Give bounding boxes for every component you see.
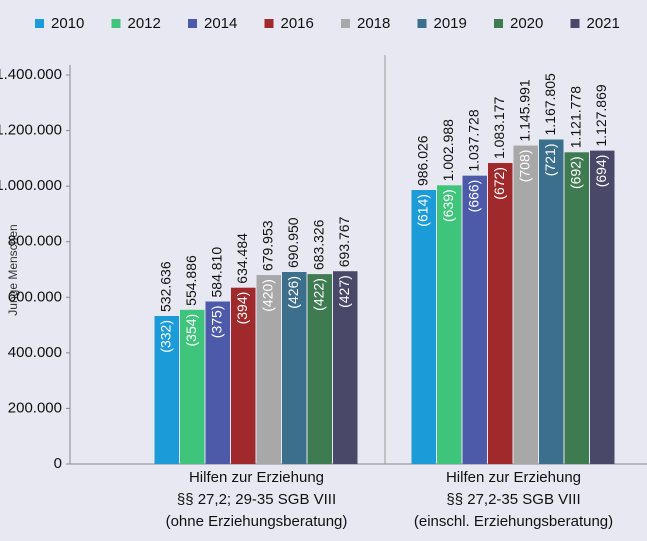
bar <box>231 287 256 464</box>
value-label: 683.326 <box>310 219 326 270</box>
value-label: 986.026 <box>414 135 430 186</box>
bar <box>333 271 358 464</box>
x-tick-label: Hilfen zur Erziehung <box>189 469 324 486</box>
bar <box>590 150 615 465</box>
legend-swatch <box>570 19 580 28</box>
value-label: 679.953 <box>259 220 275 271</box>
bar <box>564 152 589 464</box>
bar <box>462 175 487 465</box>
legend-swatch <box>417 19 427 28</box>
inner-label: (426) <box>285 276 301 309</box>
legend-swatch <box>35 19 44 28</box>
bar <box>513 145 538 464</box>
bar <box>205 301 230 464</box>
legend-swatch <box>341 19 350 28</box>
bar <box>180 309 205 464</box>
legend-label: 2019 <box>434 15 467 32</box>
inner-label: (721) <box>542 144 558 177</box>
value-label: 1.167.805 <box>542 73 558 135</box>
bar <box>154 316 179 464</box>
inner-label: (427) <box>336 275 352 308</box>
y-tick-label: 600.000 <box>8 288 62 305</box>
value-label: 554.886 <box>183 255 199 306</box>
value-label: 1.121.778 <box>567 86 583 148</box>
y-tick-label: 400.000 <box>8 344 62 361</box>
inner-label: (420) <box>259 279 275 312</box>
legend-label: 2010 <box>51 15 84 32</box>
inner-label: (354) <box>183 314 199 347</box>
legend-swatch <box>264 19 274 28</box>
bar <box>539 139 564 465</box>
legend-swatch <box>494 19 503 28</box>
y-axis-label: Junge Menschen <box>6 224 20 315</box>
inner-label: (672) <box>491 167 507 200</box>
x-tick-label: Hilfen zur Erziehung <box>446 469 581 486</box>
value-label: 693.767 <box>336 216 352 267</box>
value-label: 1.083.177 <box>491 97 507 159</box>
legend-label: 2020 <box>510 15 543 32</box>
legend-label: 2012 <box>128 15 161 32</box>
value-label: 532.636 <box>157 261 173 312</box>
legend-label: 2021 <box>587 15 620 32</box>
legend-swatch <box>111 19 121 28</box>
bar <box>282 272 307 464</box>
bar <box>307 274 332 464</box>
inner-label: (332) <box>157 320 173 353</box>
value-label: 1.127.869 <box>593 84 609 146</box>
inner-label: (694) <box>593 155 609 188</box>
bar <box>411 190 436 464</box>
y-tick-label: 1.400.000 <box>0 66 62 83</box>
legend-swatch <box>188 19 197 28</box>
y-tick-label: 1.000.000 <box>0 177 62 194</box>
value-label: 1.145.991 <box>516 79 532 141</box>
value-label: 1.037.728 <box>465 109 481 171</box>
legend-label: 2014 <box>204 15 237 32</box>
inner-label: (394) <box>234 292 250 325</box>
value-label: 1.002.988 <box>440 119 456 181</box>
x-tick-label: §§ 27,2; 29-35 SGB VIII <box>177 491 336 508</box>
legend-label: 2018 <box>357 15 390 32</box>
x-tick-label: (ohne Erziehungsberatung) <box>166 513 348 530</box>
value-label: 634.484 <box>234 233 250 284</box>
inner-label: (692) <box>567 156 583 189</box>
value-label: 584.810 <box>208 247 224 298</box>
value-label: 690.950 <box>285 217 301 268</box>
inner-label: (375) <box>208 306 224 339</box>
x-tick-label: (einschl. Erziehungsberatung) <box>414 513 613 530</box>
y-tick-label: 200.000 <box>8 399 62 416</box>
y-tick-label: 800.000 <box>8 233 62 250</box>
inner-label: (666) <box>465 180 481 213</box>
x-tick-label: §§ 27,2-35 SGB VIII <box>446 491 580 508</box>
bar <box>488 163 513 464</box>
y-tick-label: 0 <box>54 455 62 472</box>
legend-label: 2016 <box>281 15 314 32</box>
y-tick-label: 1.200.000 <box>0 122 62 139</box>
bar <box>437 185 462 464</box>
inner-label: (422) <box>310 278 326 311</box>
inner-label: (614) <box>414 194 430 227</box>
inner-label: (708) <box>516 150 532 183</box>
bar <box>256 275 281 464</box>
inner-label: (639) <box>440 189 456 222</box>
